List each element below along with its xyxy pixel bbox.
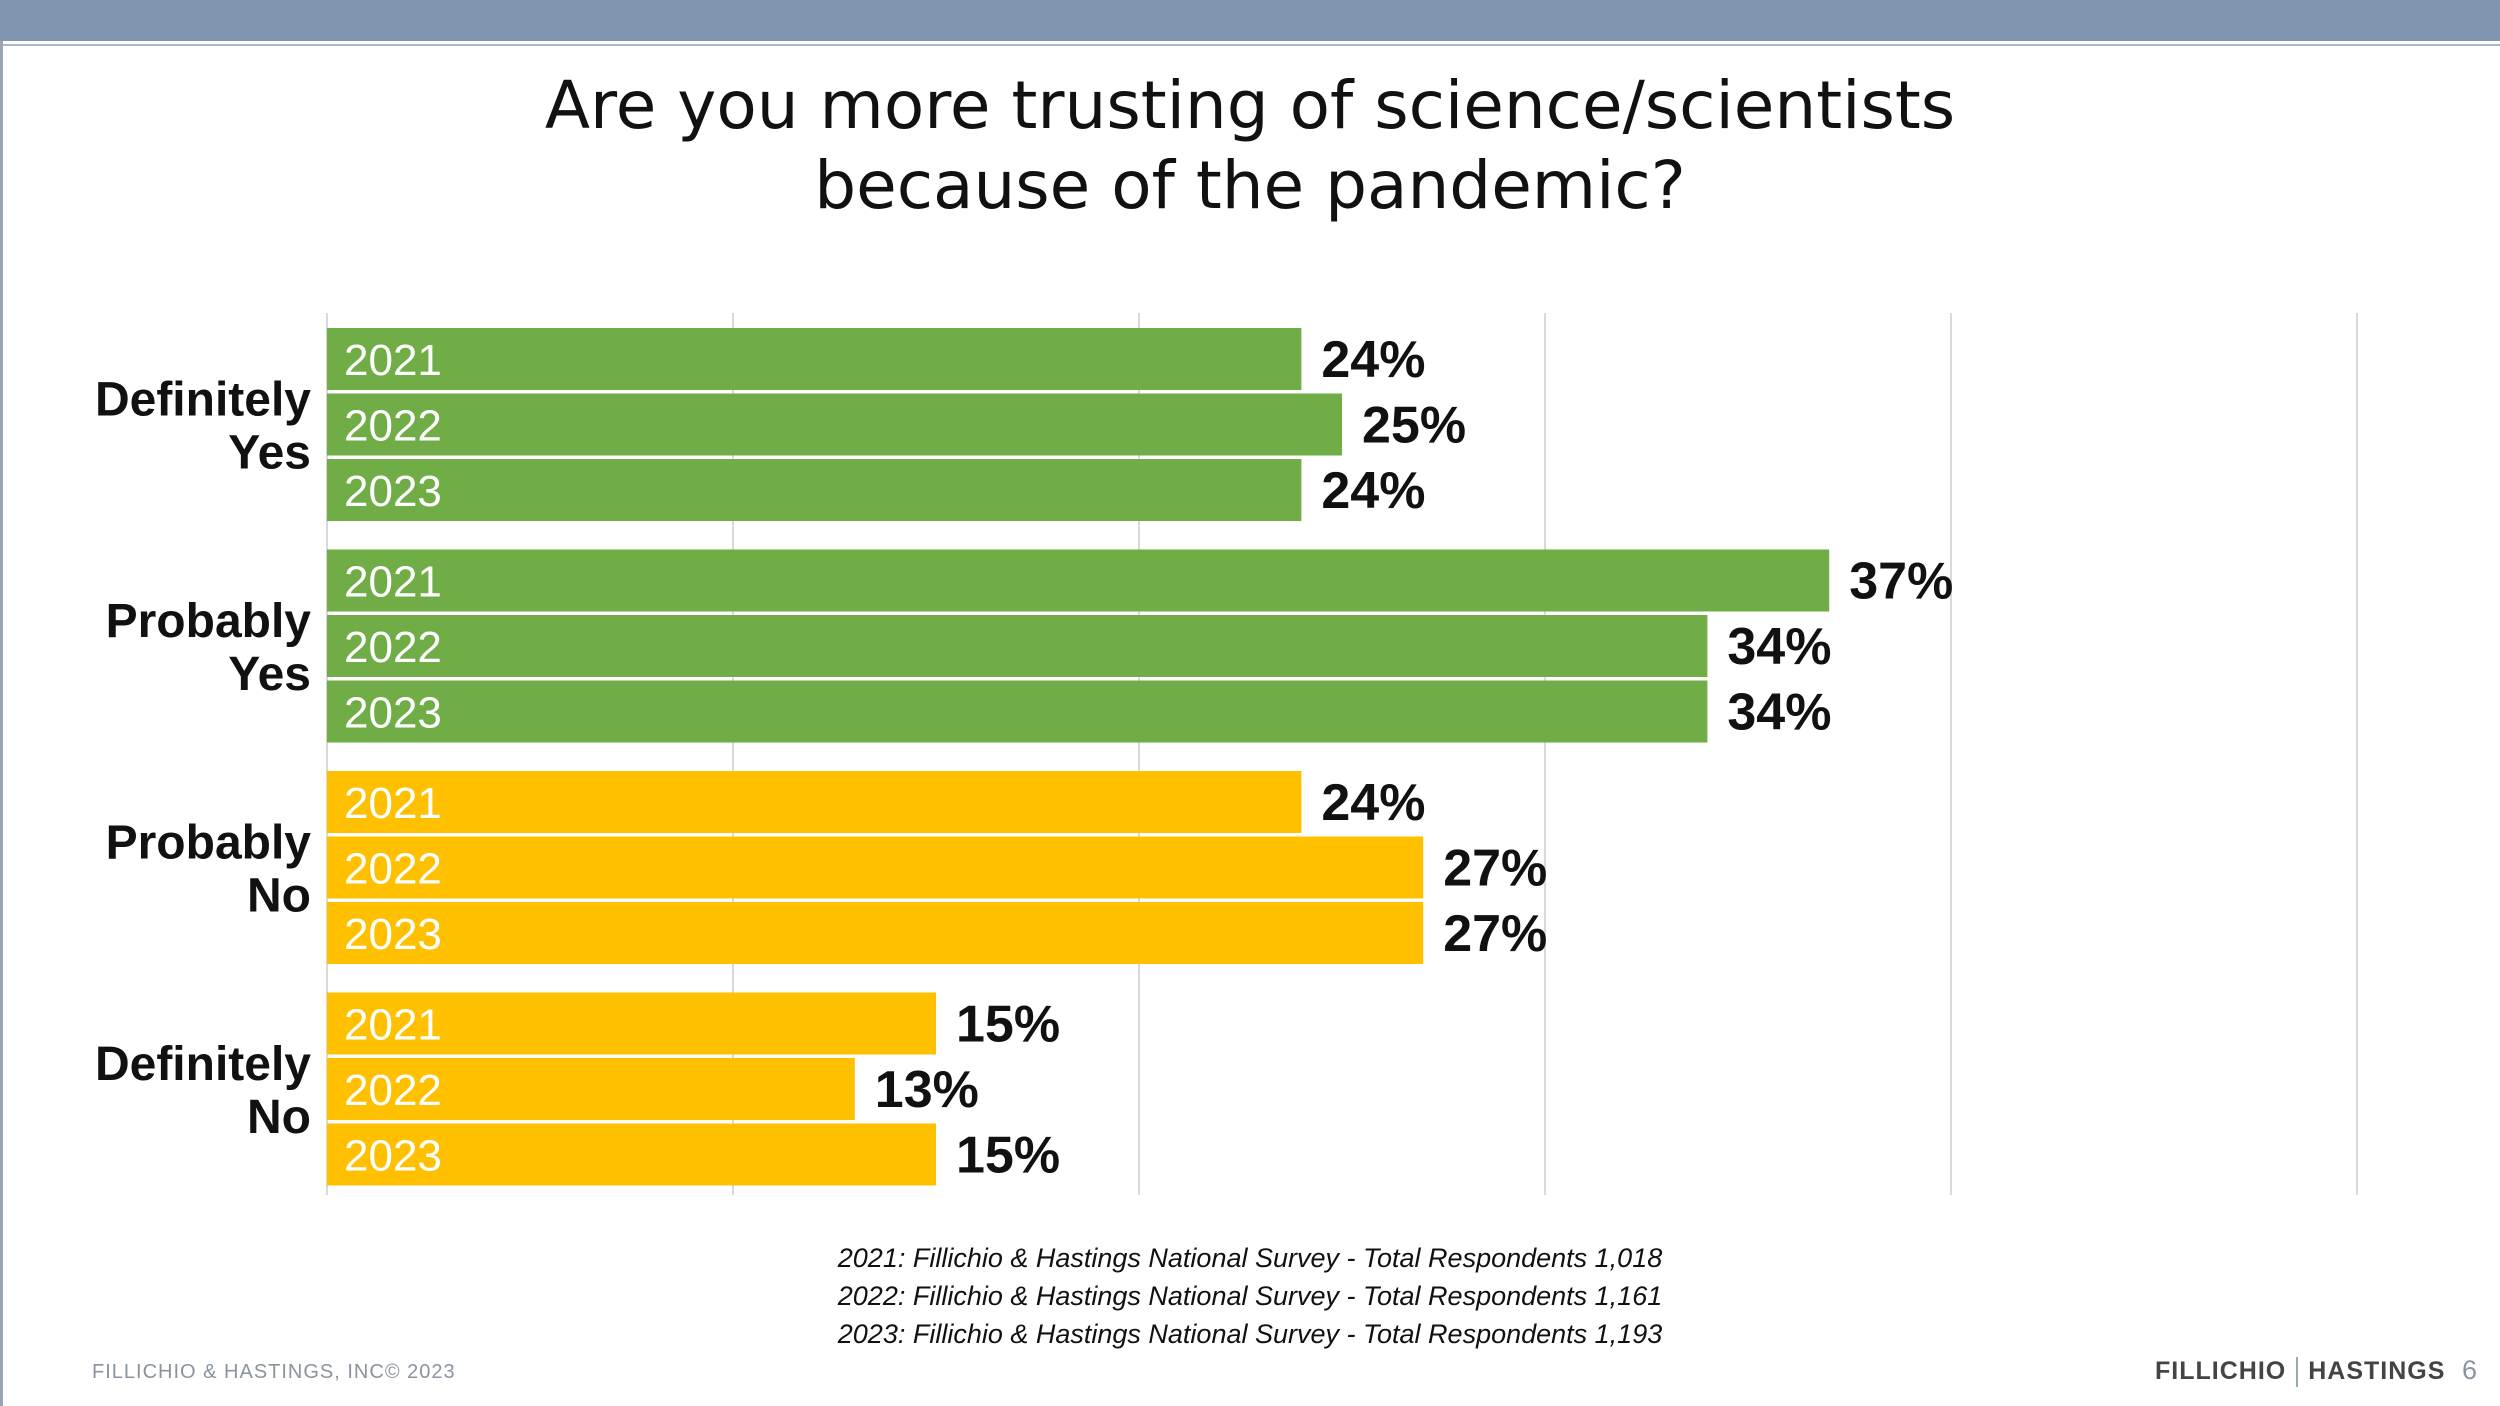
- bar: [327, 615, 1708, 677]
- chart-title-line-2: because of the pandemic?: [814, 147, 1686, 224]
- bar-year-label: 2021: [344, 779, 442, 828]
- chart-title-line-1: Are you more trusting of science/scienti…: [544, 67, 1956, 144]
- category-label: No: [247, 1091, 311, 1144]
- bar-year-label: 2021: [344, 336, 442, 385]
- bar-year-label: 2022: [344, 623, 442, 672]
- bar: [327, 680, 1708, 743]
- bar-year-label: 2023: [344, 1132, 442, 1181]
- bar-year-label: 2023: [344, 910, 442, 959]
- category-label: Probably: [106, 595, 312, 648]
- bar: [327, 459, 1302, 521]
- brand-logo: FILLICHIO HASTINGS: [2155, 1357, 2446, 1388]
- header-rule: [0, 44, 2500, 46]
- bar-year-label: 2022: [344, 845, 442, 894]
- brand-left: FILLICHIO: [2155, 1357, 2287, 1385]
- bar-year-label: 2021: [344, 558, 442, 607]
- bar: [327, 328, 1302, 390]
- value-label: 37%: [1849, 553, 1953, 611]
- value-label: 24%: [1321, 331, 1425, 389]
- category-label: Definitely: [95, 374, 311, 427]
- brand-right: HASTINGS: [2308, 1357, 2446, 1385]
- value-label: 34%: [1727, 618, 1831, 676]
- value-label: 25%: [1362, 397, 1466, 455]
- page-number: 6: [2462, 1355, 2478, 1385]
- value-label: 27%: [1443, 905, 1547, 963]
- category-label: Probably: [106, 817, 312, 870]
- value-label: 24%: [1321, 774, 1425, 832]
- bar-year-label: 2023: [344, 467, 442, 516]
- bar: [327, 902, 1424, 964]
- bar: [327, 771, 1302, 833]
- bar-year-label: 2022: [344, 402, 442, 451]
- bar-year-label: 2021: [344, 1001, 442, 1050]
- footnote-2023: 2023: Fillichio & Hastings National Surv…: [837, 1319, 1663, 1349]
- value-label: 27%: [1443, 840, 1547, 898]
- value-label: 24%: [1321, 462, 1425, 520]
- value-label: 34%: [1727, 684, 1831, 742]
- bar: [327, 1058, 855, 1120]
- bar: [327, 549, 1830, 612]
- slide-left-edge: [0, 41, 3, 1406]
- bar: [327, 992, 936, 1055]
- bar: [327, 1123, 936, 1186]
- category-label: No: [247, 870, 311, 923]
- bar: [327, 836, 1424, 899]
- value-label: 15%: [956, 996, 1060, 1054]
- category-label: Yes: [228, 648, 311, 701]
- footnote-2022: 2022: Fillichio & Hastings National Surv…: [837, 1281, 1663, 1311]
- footnote-2021: 2021: Fillichio & Hastings National Surv…: [837, 1243, 1663, 1273]
- header-bar: [0, 0, 2500, 41]
- bar-year-label: 2023: [344, 689, 442, 738]
- category-label: Definitely: [95, 1038, 311, 1091]
- brand-separator: [2296, 1357, 2299, 1388]
- bar-year-label: 2022: [344, 1066, 442, 1115]
- bar: [327, 393, 1342, 456]
- value-label: 15%: [956, 1127, 1060, 1185]
- copyright-text: FILLICHIO & HASTINGS, INC© 2023: [92, 1361, 456, 1383]
- value-label: 13%: [875, 1061, 979, 1119]
- category-label: Yes: [228, 427, 311, 480]
